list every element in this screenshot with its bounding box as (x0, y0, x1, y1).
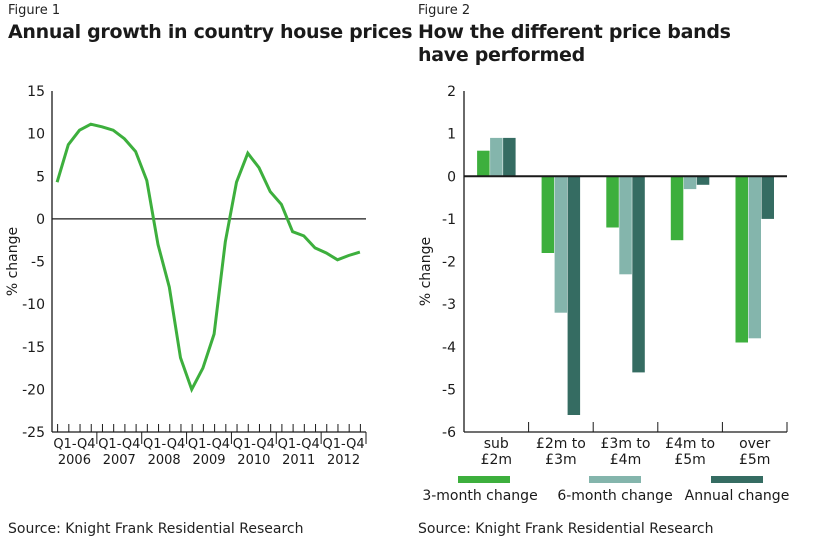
bar (567, 176, 581, 415)
legend-label: 3-month change (422, 488, 537, 504)
x-tick-year-label: 2006 (58, 453, 91, 468)
y-tick-label: 0 (36, 212, 45, 228)
bar (541, 176, 555, 253)
x-tick-label-line1: £2m to (536, 436, 586, 452)
figure-2-title-line1: How the different price bands (418, 21, 731, 43)
series-line (55, 122, 361, 394)
x-tick-label-line1: £3m to (601, 436, 651, 452)
x-tick-year-label: 2011 (282, 453, 315, 468)
x-tick-label-line2: £4m (610, 452, 641, 468)
bar (632, 176, 645, 373)
legend-label: Annual change (685, 488, 790, 504)
x-tick-quarter-label: Q1-Q4 (53, 437, 95, 452)
y-tick-label: 1 (447, 127, 456, 143)
figure-1-source: Source: Knight Frank Residential Researc… (8, 521, 304, 537)
bar (503, 137, 516, 177)
y-tick-label: -10 (22, 297, 45, 313)
y-tick-label: -6 (442, 425, 456, 441)
x-tick-label-line2: £5m (739, 452, 770, 468)
bar (619, 176, 632, 275)
x-tick-year-label: 2012 (327, 453, 360, 468)
x-tick-label-line2: £5m (674, 452, 705, 468)
x-tick-year-label: 2007 (103, 453, 136, 468)
legend-swatch (458, 476, 510, 483)
x-tick-year-label: 2010 (237, 453, 270, 468)
y-tick-label: 2 (447, 84, 456, 100)
x-tick-label-line1: £4m to (665, 436, 715, 452)
figure-1-label: Figure 1 (8, 3, 61, 18)
x-tick-quarter-label: Q1-Q4 (143, 437, 185, 452)
figure-1-title: Annual growth in country house prices (8, 21, 413, 43)
y-tick-label: -15 (22, 340, 45, 356)
bar (554, 176, 568, 313)
bar (490, 137, 503, 177)
y-tick-label: 10 (27, 127, 45, 143)
x-tick-label-line2: £2m (481, 452, 512, 468)
x-tick-quarter-label: Q1-Q4 (278, 437, 320, 452)
y-tick-label: -25 (22, 425, 45, 441)
y-tick-label: 5 (36, 169, 45, 185)
y-tick-label: -5 (442, 382, 456, 398)
x-tick-year-label: 2008 (148, 453, 181, 468)
legend-swatch (711, 476, 763, 483)
y-tick-label: 0 (447, 169, 456, 185)
figure-2-title-line2: have performed (418, 44, 585, 66)
bar (696, 176, 710, 185)
bar (735, 176, 748, 343)
bar (748, 176, 761, 339)
y-axis-title: % change (418, 237, 434, 306)
x-tick-quarter-label: Q1-Q4 (322, 437, 364, 452)
y-tick-label: -20 (22, 382, 45, 398)
x-tick-label-line1: sub (484, 436, 509, 452)
x-tick-quarter-label: Q1-Q4 (98, 437, 140, 452)
bar (606, 176, 619, 228)
x-tick-quarter-label: Q1-Q4 (188, 437, 230, 452)
y-tick-label: -1 (442, 212, 456, 228)
y-tick-label: -4 (442, 340, 456, 356)
figure-2-label: Figure 2 (418, 3, 471, 18)
bar-chart: 2 1 0 -1 -2 -3 -4 -5 -6 % change sub£2m £2m to£3m £3… (418, 84, 789, 504)
y-tick-label: -3 (442, 297, 456, 313)
figure-2-source: Source: Knight Frank Residential Researc… (418, 521, 714, 537)
x-tick-label-line2: £3m (545, 452, 576, 468)
bar (477, 150, 490, 177)
x-tick-year-label: 2009 (192, 453, 225, 468)
y-axis-title: % change (5, 227, 21, 296)
legend-swatch (589, 476, 641, 483)
x-tick-quarter-label: Q1-Q4 (233, 437, 275, 452)
bar (683, 176, 697, 190)
legend-label: 6-month change (557, 488, 672, 504)
bar (670, 176, 684, 241)
x-tick-label-line1: over (739, 436, 770, 452)
bar (761, 176, 774, 219)
y-tick-label: -5 (31, 255, 45, 271)
y-tick-label: -2 (442, 255, 456, 271)
y-tick-label: 15 (27, 84, 45, 100)
